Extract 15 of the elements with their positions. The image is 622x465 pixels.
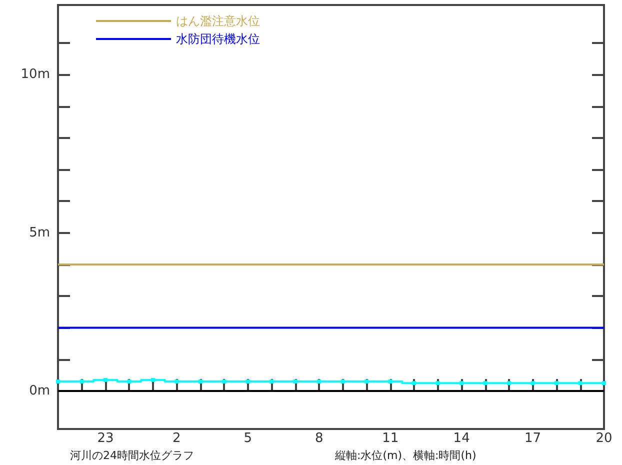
x-tick-label: 5 bbox=[244, 431, 252, 446]
y-tick-label: 5m bbox=[29, 225, 50, 240]
x-tick-label: 23 bbox=[97, 431, 114, 446]
text: 河川の24時間水位グラフ bbox=[70, 449, 194, 462]
text: 水防団待機水位 bbox=[176, 32, 260, 46]
x-tick-label: 8 bbox=[314, 431, 324, 446]
y-tick-label: 10m bbox=[20, 67, 50, 82]
text: 縦軸:水位(m)、横軸:時間(h) bbox=[334, 449, 476, 462]
text: はん濫注意水位 bbox=[176, 14, 260, 28]
x-tick-label: 2 bbox=[172, 431, 181, 446]
x-tick-label: 11 bbox=[382, 431, 399, 446]
x-tick-label: 20 bbox=[596, 431, 612, 446]
y-tick-label: 0m bbox=[29, 384, 50, 399]
x-tick-label: 17 bbox=[524, 431, 542, 446]
x-tick-label: 14 bbox=[453, 431, 470, 446]
